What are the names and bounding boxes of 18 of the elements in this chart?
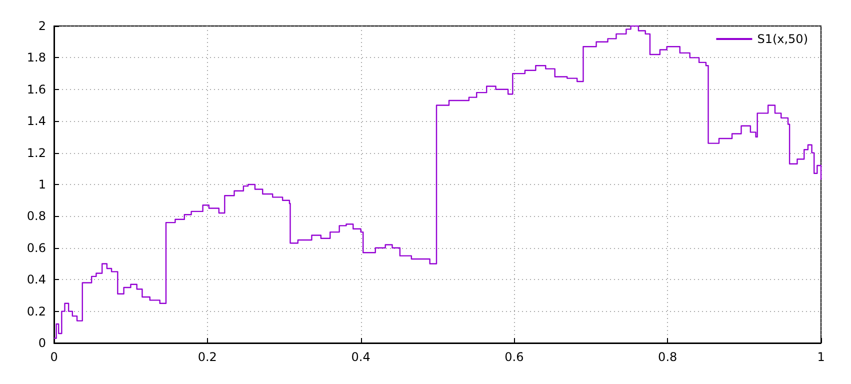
y-tick-label: 1 (38, 178, 46, 192)
y-tick-label: 1.2 (26, 146, 46, 160)
y-tick-label: 1.6 (26, 82, 46, 96)
x-tick-label: 0.4 (351, 350, 370, 364)
y-tick-label: 0.4 (26, 272, 46, 287)
x-tick-label: 0.2 (198, 350, 217, 364)
x-tick-label: 0.8 (658, 350, 678, 364)
y-tick-label: 0.2 (26, 304, 46, 318)
y-tick-label: 0 (38, 336, 46, 350)
y-tick-label: 0.6 (26, 240, 46, 255)
x-tick-label: 0.6 (504, 350, 524, 364)
x-tick-label: 0 (50, 350, 58, 364)
y-tick-label: 0.8 (26, 209, 46, 224)
x-tick-label: 1 (817, 350, 825, 364)
legend-label: S1(x,50) (757, 32, 808, 46)
y-tick-label: 1.4 (26, 114, 46, 128)
y-tick-label: 1.8 (26, 50, 46, 65)
y-tick-label: 2 (38, 19, 46, 33)
